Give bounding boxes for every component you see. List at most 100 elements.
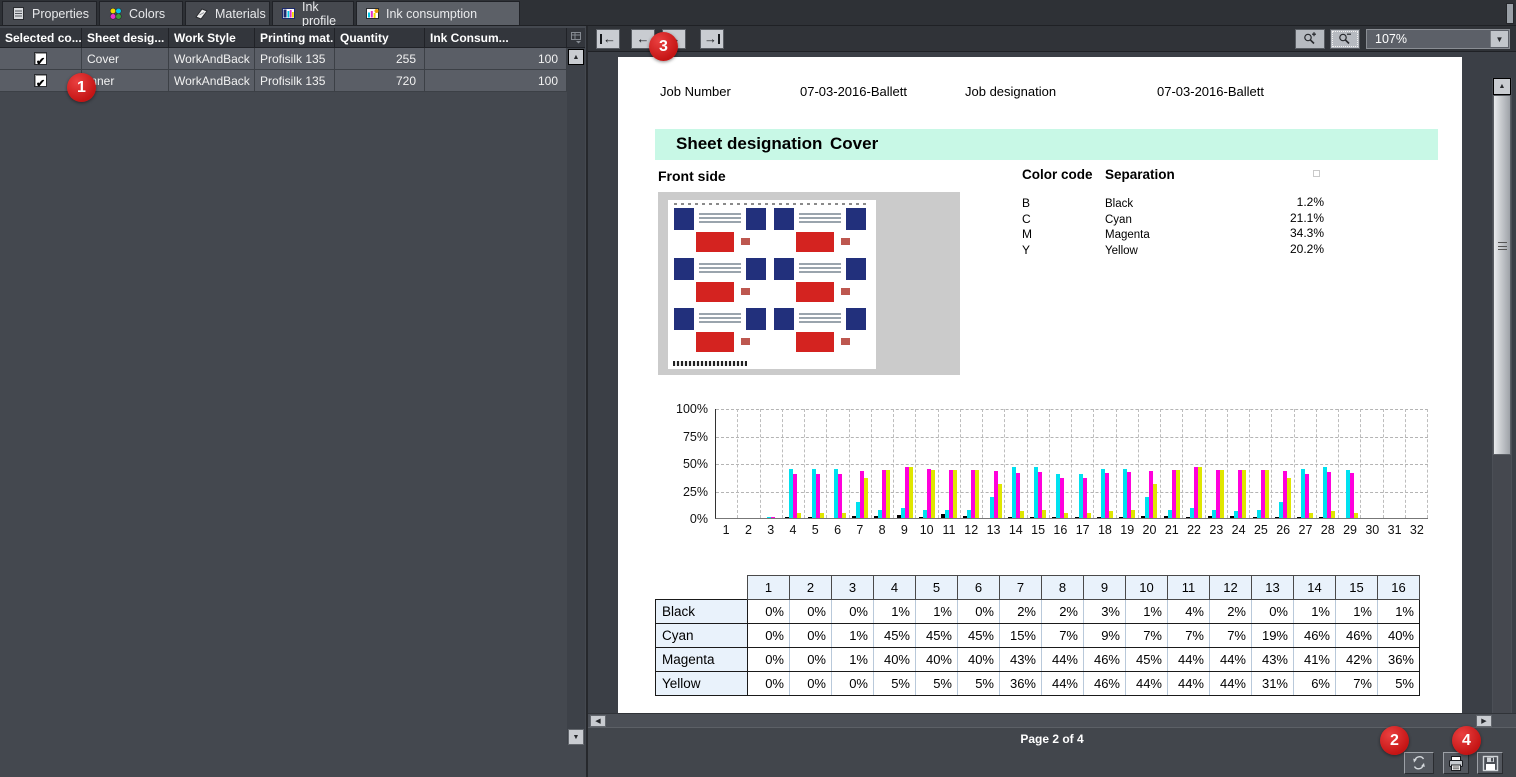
tab-label: Materials (215, 7, 266, 21)
scroll-right-button[interactable]: ▶ (1476, 715, 1492, 727)
chart-bar-yellow (998, 484, 1002, 518)
chart-slot (1050, 409, 1072, 518)
tab-colors[interactable]: Colors (99, 1, 183, 25)
chart-x-tick: 2 (737, 523, 759, 537)
tab-label: Ink profile (302, 0, 345, 28)
job-number-label: Job Number (660, 84, 731, 99)
up-arrow-icon: ▲ (1499, 83, 1506, 90)
scrollbar-track[interactable] (1493, 455, 1511, 713)
ink-table-col-header: 5 (916, 576, 958, 600)
separation-value: 21.1% (1230, 211, 1324, 225)
ink-table-row-label: Magenta (656, 648, 748, 672)
chart-bar-yellow (1042, 510, 1046, 518)
ink-table-row: Black0%0%0%1%1%0%2%2%3%1%4%2%0%1%1%1% (656, 600, 1420, 624)
chart-x-tick: 29 (1339, 523, 1361, 537)
scrollbar-thumb[interactable] (1493, 95, 1511, 455)
dropdown-glyph: ▼ (1496, 35, 1504, 44)
chart-bar-yellow (1020, 511, 1024, 518)
horizontal-scrollbar[interactable]: ◀ ▶ (588, 713, 1516, 727)
job-designation-label: Job designation (965, 84, 1056, 99)
ink-table-cell: 40% (1378, 624, 1420, 648)
table-row-cover[interactable]: Cover WorkAndBack Profisilk 135 255 100 (0, 48, 567, 70)
bar-glyph (718, 34, 720, 44)
column-header-quantity[interactable]: Quantity (335, 28, 425, 48)
last-page-button[interactable]: → (700, 29, 724, 49)
column-header-work-style[interactable]: Work Style (169, 28, 255, 48)
chart-bar-yellow (931, 470, 935, 518)
scroll-left-button[interactable]: ◀ (590, 715, 606, 727)
ink-table-cell: 5% (916, 672, 958, 696)
ink-table-row: Magenta0%0%1%40%40%40%43%44%46%45%44%44%… (656, 648, 1420, 672)
zoom-level-select[interactable]: 107% ▼ (1366, 29, 1510, 49)
ink-table-corner (656, 576, 748, 600)
ink-table-cell: 4% (1168, 600, 1210, 624)
row-select-checkbox[interactable] (34, 74, 47, 87)
cell-ink-consumption: 100 (425, 48, 567, 70)
chart-x-labels: 1234567891011121314151617181920212223242… (715, 523, 1428, 537)
properties-icon (11, 6, 26, 21)
status-bar: Page 2 of 4 (588, 727, 1516, 749)
chart-x-tick: 24 (1227, 523, 1249, 537)
ink-table-cell: 0% (790, 672, 832, 696)
save-button[interactable] (1477, 752, 1503, 774)
chart-slot (783, 409, 805, 518)
row-select-checkbox[interactable] (34, 52, 47, 65)
tab-properties[interactable]: Properties (2, 1, 97, 25)
dropdown-arrow-icon[interactable]: ▼ (1490, 31, 1508, 47)
chart-bar-yellow (1109, 511, 1113, 518)
scroll-up-button[interactable]: ▲ (568, 49, 584, 65)
chart-slot (827, 409, 849, 518)
chart-slot (716, 409, 738, 518)
chart-slot (1406, 409, 1428, 518)
column-header-sheet-designation[interactable]: Sheet desig... (82, 28, 169, 48)
chart-x-tick: 18 (1094, 523, 1116, 537)
chart-slot (1295, 409, 1317, 518)
zoom-in-button[interactable] (1295, 29, 1325, 49)
tab-ink-consumption[interactable]: Ink consumption (356, 1, 520, 25)
scroll-down-button[interactable]: ▼ (568, 729, 584, 745)
sheet-list-scrollbar[interactable]: ▲ ▼ (567, 48, 585, 744)
chart-x-tick: 17 (1072, 523, 1094, 537)
column-header-selected[interactable]: Selected co... (0, 28, 82, 48)
column-header-printing-material[interactable]: Printing mat... (255, 28, 335, 48)
chart-slot (761, 409, 783, 518)
sheet-preview-card (774, 308, 866, 354)
table-options-icon[interactable] (567, 28, 585, 48)
chart-y-labels: 100%75%50%25%0% (648, 409, 708, 519)
barcode-strip (673, 361, 747, 366)
column-header-ink-consumption[interactable]: Ink Consum... (425, 28, 567, 48)
scroll-up-button[interactable]: ▲ (1493, 78, 1511, 95)
tab-label: Ink consumption (386, 7, 477, 21)
sheet-preview-page (668, 200, 876, 369)
chart-x-tick: 20 (1138, 523, 1160, 537)
tab-materials[interactable]: Materials (185, 1, 270, 25)
vertical-scrollbar[interactable]: ▲ ▼ (1492, 78, 1512, 713)
ink-table-row: Cyan0%0%1%45%45%45%15%7%9%7%7%7%19%46%46… (656, 624, 1420, 648)
ink-table-cell: 1% (1378, 600, 1420, 624)
ink-table-cell: 46% (1084, 672, 1126, 696)
chart-x-tick: 16 (1049, 523, 1071, 537)
chart-x-tick: 11 (938, 523, 960, 537)
separation-header: Separation (1105, 167, 1175, 182)
chart-x-tick: 27 (1294, 523, 1316, 537)
refresh-button[interactable] (1404, 752, 1434, 774)
first-page-button[interactable]: ← (596, 29, 620, 49)
print-button[interactable] (1443, 752, 1469, 774)
chart-bar-yellow (1265, 470, 1269, 518)
ink-table-cell: 3% (1084, 600, 1126, 624)
chart-bar-magenta (816, 474, 820, 518)
ink-table-col-header: 4 (874, 576, 916, 600)
ink-table-cell: 15% (1000, 624, 1042, 648)
ink-table-cell: 36% (1000, 672, 1042, 696)
ink-table-cell: 0% (748, 600, 790, 624)
sheet-preview-card (674, 258, 766, 304)
ink-table-cell: 46% (1336, 624, 1378, 648)
separation-name: Black (1105, 198, 1133, 210)
zoom-out-button[interactable] (1330, 29, 1360, 49)
tab-ink-profile[interactable]: Ink profile (272, 1, 354, 25)
sheet-preview-card (774, 208, 866, 254)
chart-bar-yellow (1131, 510, 1135, 518)
chart-bar-yellow (864, 478, 868, 518)
bar-glyph (600, 34, 602, 44)
separation-value: 20.2% (1230, 242, 1324, 256)
